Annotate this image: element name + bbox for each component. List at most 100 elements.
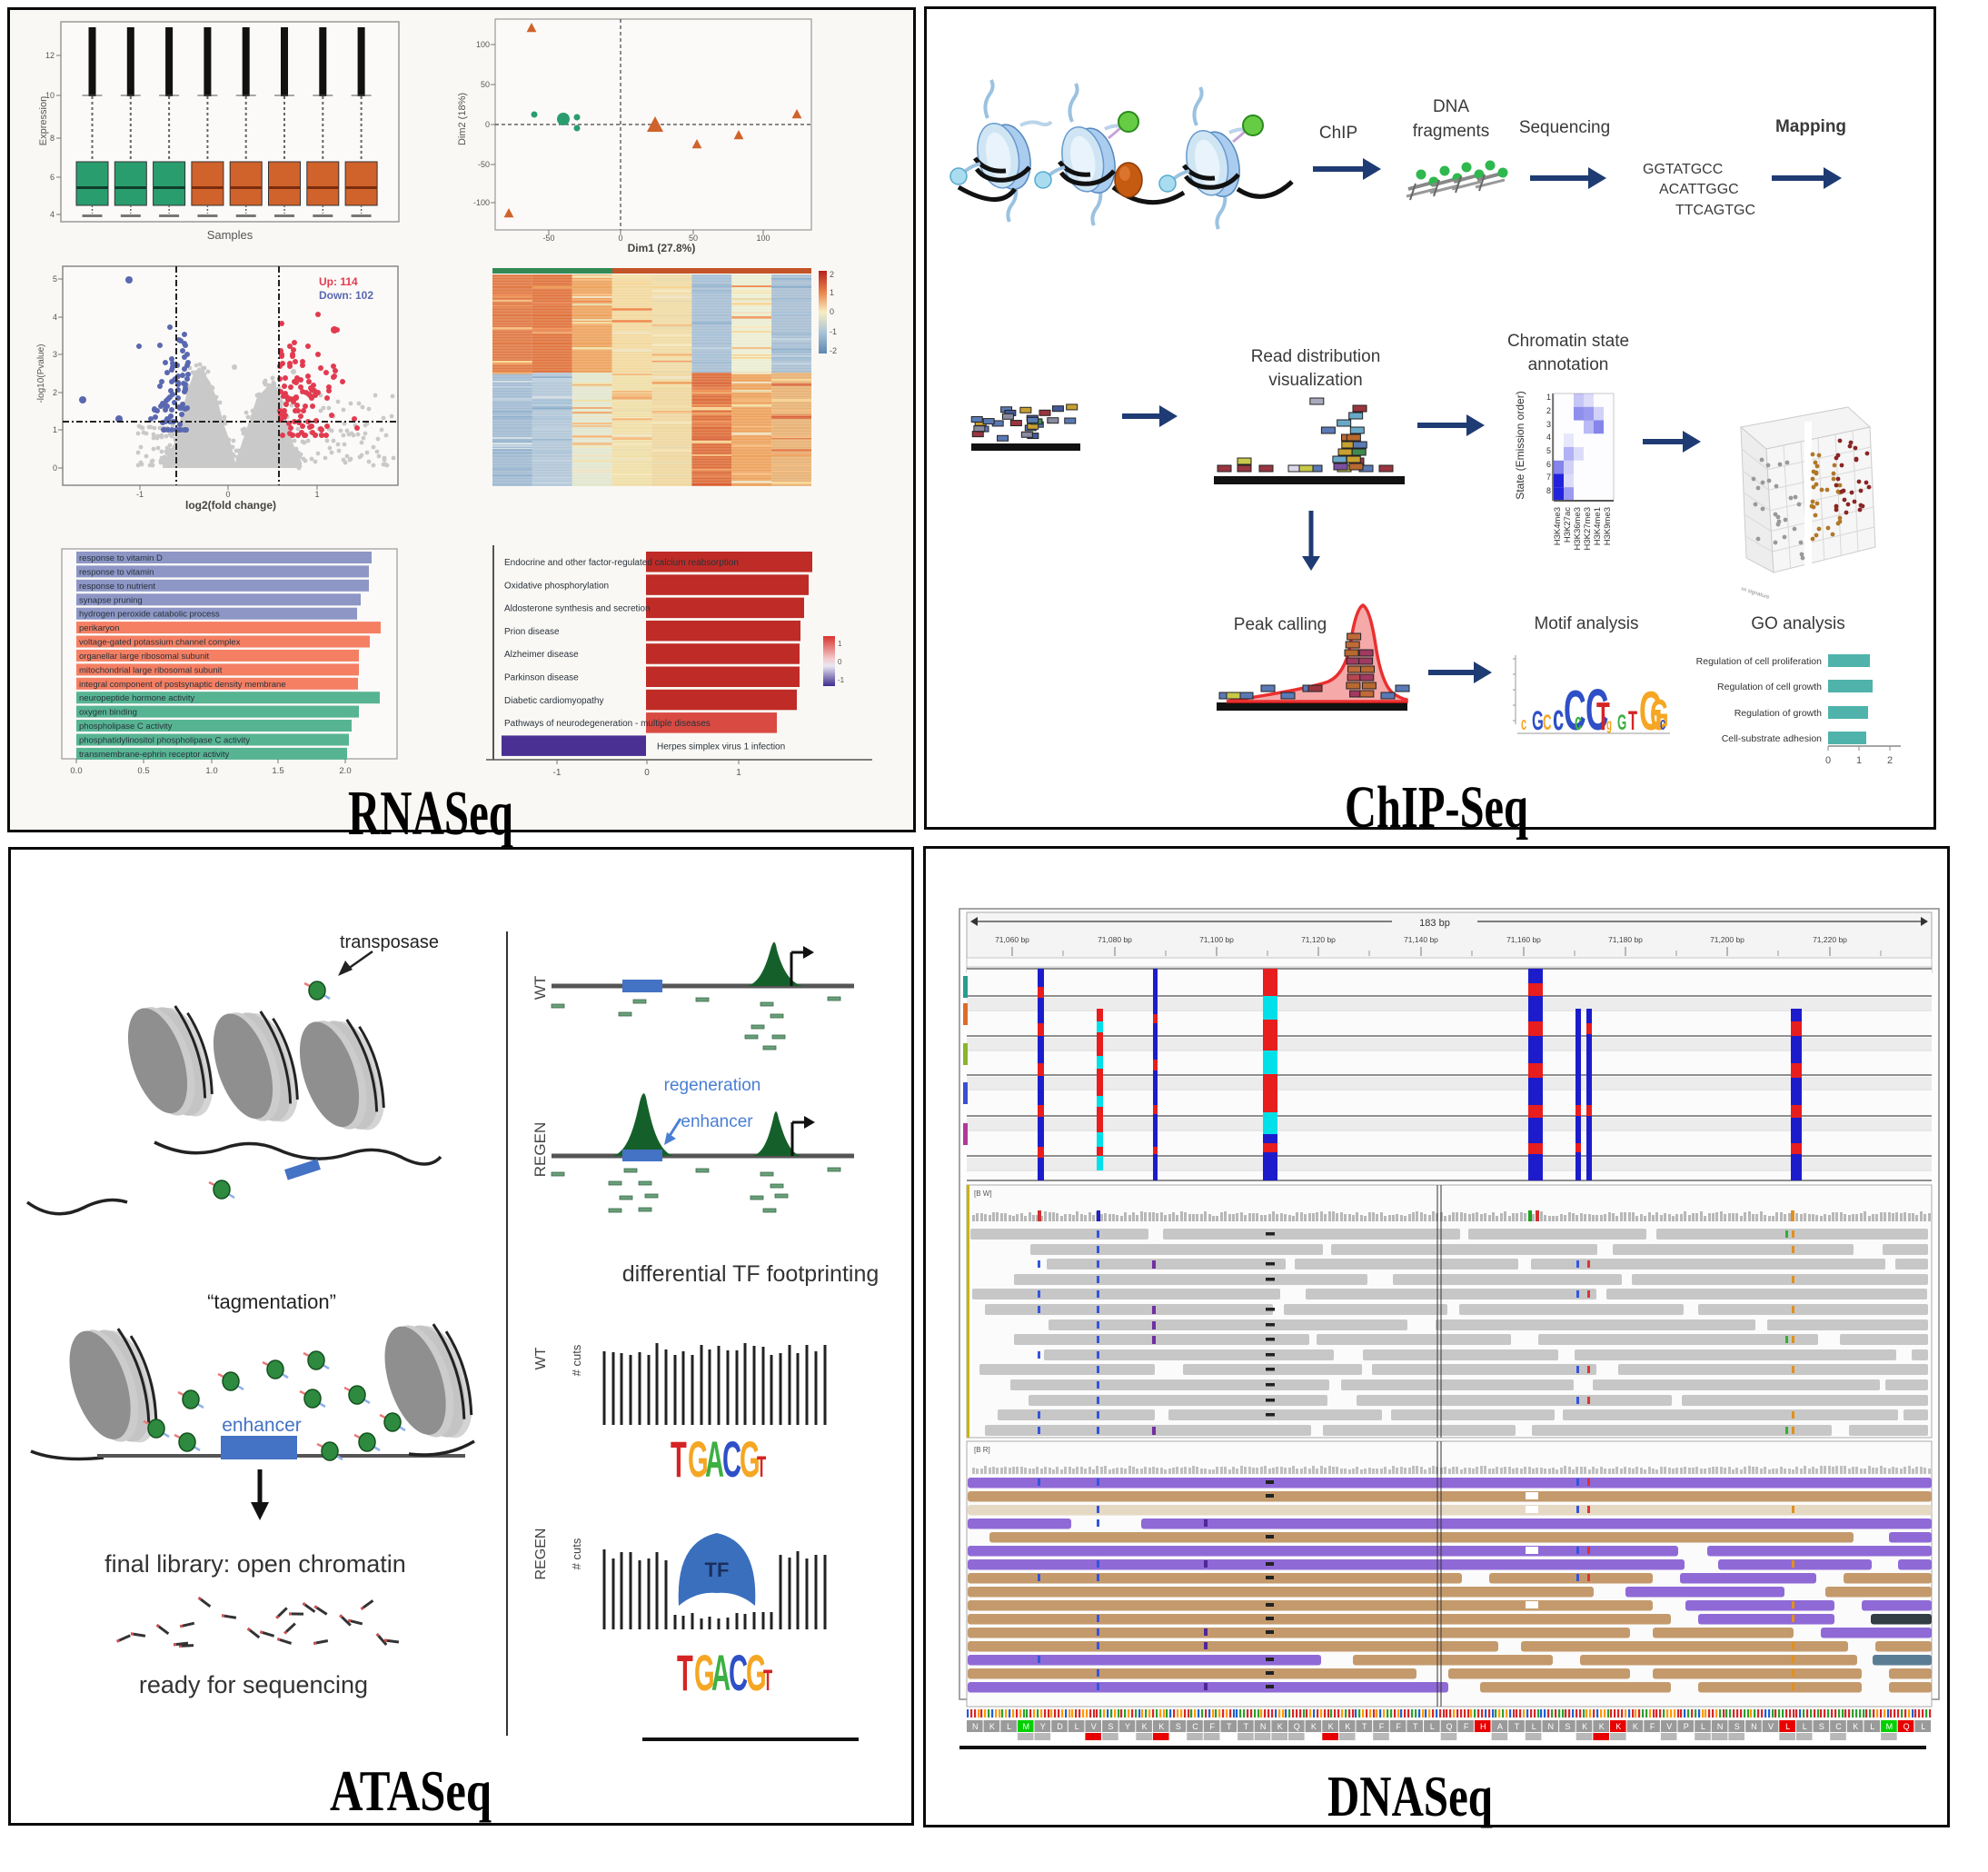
svg-text:0.5: 0.5 bbox=[137, 766, 149, 776]
svg-text:Motif analysis: Motif analysis bbox=[1534, 614, 1638, 633]
svg-text:Q: Q bbox=[1446, 1722, 1452, 1731]
svg-text:0: 0 bbox=[1825, 755, 1831, 766]
svg-text:T: T bbox=[757, 1451, 766, 1483]
svg-text:voltage-gated potassium channe: voltage-gated potassium channel complex bbox=[79, 638, 241, 648]
svg-text:71,200 bp: 71,200 bp bbox=[1710, 935, 1744, 944]
svg-text:4: 4 bbox=[53, 313, 57, 322]
svg-text:F: F bbox=[1464, 1722, 1469, 1731]
svg-text:[B W]: [B W] bbox=[974, 1190, 992, 1198]
svg-text:Y: Y bbox=[1125, 1722, 1130, 1731]
svg-text:4: 4 bbox=[50, 210, 55, 219]
svg-text:annotation: annotation bbox=[1528, 355, 1609, 374]
svg-text:G: G bbox=[694, 1646, 715, 1701]
svg-text:final library: open chromatin: final library: open chromatin bbox=[104, 1550, 406, 1578]
svg-text:Regulation of cell growth: Regulation of cell growth bbox=[1717, 682, 1822, 692]
svg-text:-100: -100 bbox=[473, 198, 490, 207]
svg-text:c: c bbox=[1553, 697, 1564, 738]
svg-text:Peak calling: Peak calling bbox=[1234, 615, 1327, 634]
svg-text:K: K bbox=[1345, 1722, 1350, 1731]
svg-text:5: 5 bbox=[1546, 446, 1551, 455]
svg-text:C: C bbox=[1835, 1722, 1842, 1731]
svg-text:100: 100 bbox=[476, 40, 490, 49]
svg-text:K: K bbox=[1328, 1722, 1334, 1731]
svg-text:Down: 102: Down: 102 bbox=[319, 289, 373, 302]
svg-text:A: A bbox=[711, 1646, 731, 1701]
svg-text:phospholipase C activity: phospholipase C activity bbox=[79, 722, 173, 732]
svg-text:visualization: visualization bbox=[1268, 371, 1363, 390]
svg-text:-2: -2 bbox=[830, 346, 837, 355]
svg-text:K: K bbox=[1158, 1722, 1164, 1731]
svg-text:K: K bbox=[1853, 1722, 1858, 1731]
svg-text:N: N bbox=[972, 1722, 979, 1731]
svg-text:-1: -1 bbox=[830, 327, 837, 336]
svg-text:fragments: fragments bbox=[1413, 122, 1489, 141]
svg-text:71,100 bp: 71,100 bp bbox=[1199, 935, 1234, 944]
svg-text:organellar large ribosomal sub: organellar large ribosomal subunit bbox=[79, 652, 209, 662]
svg-text:# cuts: # cuts bbox=[570, 1344, 583, 1376]
svg-text:Alzheimer disease: Alzheimer disease bbox=[504, 650, 579, 660]
svg-text:integral component of postsyna: integral component of postsynaptic densi… bbox=[79, 680, 286, 690]
svg-text:Diabetic cardiomyopathy: Diabetic cardiomyopathy bbox=[504, 696, 604, 706]
svg-text:50: 50 bbox=[481, 80, 490, 89]
svg-text:Dim1 (27.8%): Dim1 (27.8%) bbox=[628, 242, 696, 254]
svg-text:c: c bbox=[1521, 714, 1526, 734]
svg-text:G: G bbox=[740, 1432, 760, 1488]
svg-text:P: P bbox=[1684, 1722, 1689, 1731]
svg-text:T: T bbox=[677, 1646, 693, 1701]
svg-text:TTCAGTGC: TTCAGTGC bbox=[1675, 203, 1755, 218]
svg-text:REGEN: REGEN bbox=[533, 1528, 549, 1580]
svg-text:H3K4me1: H3K4me1 bbox=[1593, 507, 1603, 545]
svg-text:transposase: transposase bbox=[340, 932, 439, 952]
svg-text:transmembrane-ephrin receptor: transmembrane-ephrin receptor activity bbox=[79, 750, 230, 760]
svg-text:K: K bbox=[989, 1722, 995, 1731]
svg-text:T: T bbox=[1515, 1722, 1520, 1731]
svg-text:ACATTGGC: ACATTGGC bbox=[1659, 182, 1739, 197]
svg-text:DNASeq: DNASeq bbox=[1327, 1764, 1493, 1828]
svg-text:REGEN: REGEN bbox=[532, 1122, 549, 1177]
svg-text:Dim2 (18%): Dim2 (18%) bbox=[457, 93, 468, 145]
svg-text:K: K bbox=[1599, 1722, 1605, 1731]
svg-text:N: N bbox=[1717, 1722, 1724, 1731]
svg-text:Oxidative phosphorylation: Oxidative phosphorylation bbox=[504, 581, 609, 591]
svg-text:K: K bbox=[1615, 1722, 1621, 1731]
svg-text:1: 1 bbox=[314, 490, 319, 499]
svg-text:H3K4me3: H3K4me3 bbox=[1553, 507, 1563, 545]
svg-text:K: K bbox=[1582, 1722, 1587, 1731]
svg-text:-50: -50 bbox=[478, 160, 490, 169]
svg-text:GGTATGCC: GGTATGCC bbox=[1643, 162, 1723, 177]
svg-text:xx signature: xx signature bbox=[1740, 586, 1770, 601]
svg-text:K: K bbox=[1633, 1722, 1638, 1731]
svg-text:3: 3 bbox=[1546, 420, 1551, 429]
svg-text:Mapping: Mapping bbox=[1775, 117, 1846, 136]
svg-text:L: L bbox=[1430, 1722, 1435, 1731]
svg-text:-1: -1 bbox=[838, 676, 845, 684]
svg-text:0: 0 bbox=[830, 307, 834, 316]
svg-text:71,220 bp: 71,220 bp bbox=[1813, 935, 1847, 944]
svg-text:Y: Y bbox=[1040, 1722, 1046, 1731]
svg-text:G: G bbox=[746, 1646, 767, 1701]
svg-text:1: 1 bbox=[1546, 393, 1551, 402]
svg-text:TF: TF bbox=[705, 1558, 730, 1581]
svg-text:Up: 114: Up: 114 bbox=[319, 275, 358, 288]
svg-text:V: V bbox=[1091, 1722, 1097, 1731]
svg-text:T: T bbox=[1596, 693, 1610, 739]
svg-text:N: N bbox=[1751, 1722, 1757, 1731]
svg-text:1: 1 bbox=[53, 425, 57, 434]
svg-text:-log10(Pvalue): -log10(Pvalue) bbox=[36, 344, 46, 403]
svg-text:L: L bbox=[1785, 1722, 1790, 1731]
svg-text:H3K27ac: H3K27ac bbox=[1563, 507, 1573, 543]
svg-text:C: C bbox=[1585, 677, 1608, 742]
svg-text:N: N bbox=[1260, 1722, 1267, 1731]
svg-text:0: 0 bbox=[53, 463, 57, 473]
svg-text:S: S bbox=[1819, 1722, 1824, 1731]
svg-text:F: F bbox=[1379, 1722, 1385, 1731]
svg-text:F: F bbox=[1209, 1722, 1215, 1731]
svg-text:4: 4 bbox=[1546, 433, 1551, 442]
svg-text:7: 7 bbox=[1546, 473, 1551, 482]
svg-text:phosphatidylinositol phospholi: phosphatidylinositol phospholipase C act… bbox=[79, 736, 250, 746]
svg-text:synapse pruning: synapse pruning bbox=[79, 595, 143, 605]
svg-text:H3K9me3: H3K9me3 bbox=[1603, 507, 1613, 545]
svg-text:Prion disease: Prion disease bbox=[504, 627, 560, 637]
svg-text:C: C bbox=[1543, 711, 1552, 735]
svg-text:2: 2 bbox=[1546, 406, 1551, 415]
